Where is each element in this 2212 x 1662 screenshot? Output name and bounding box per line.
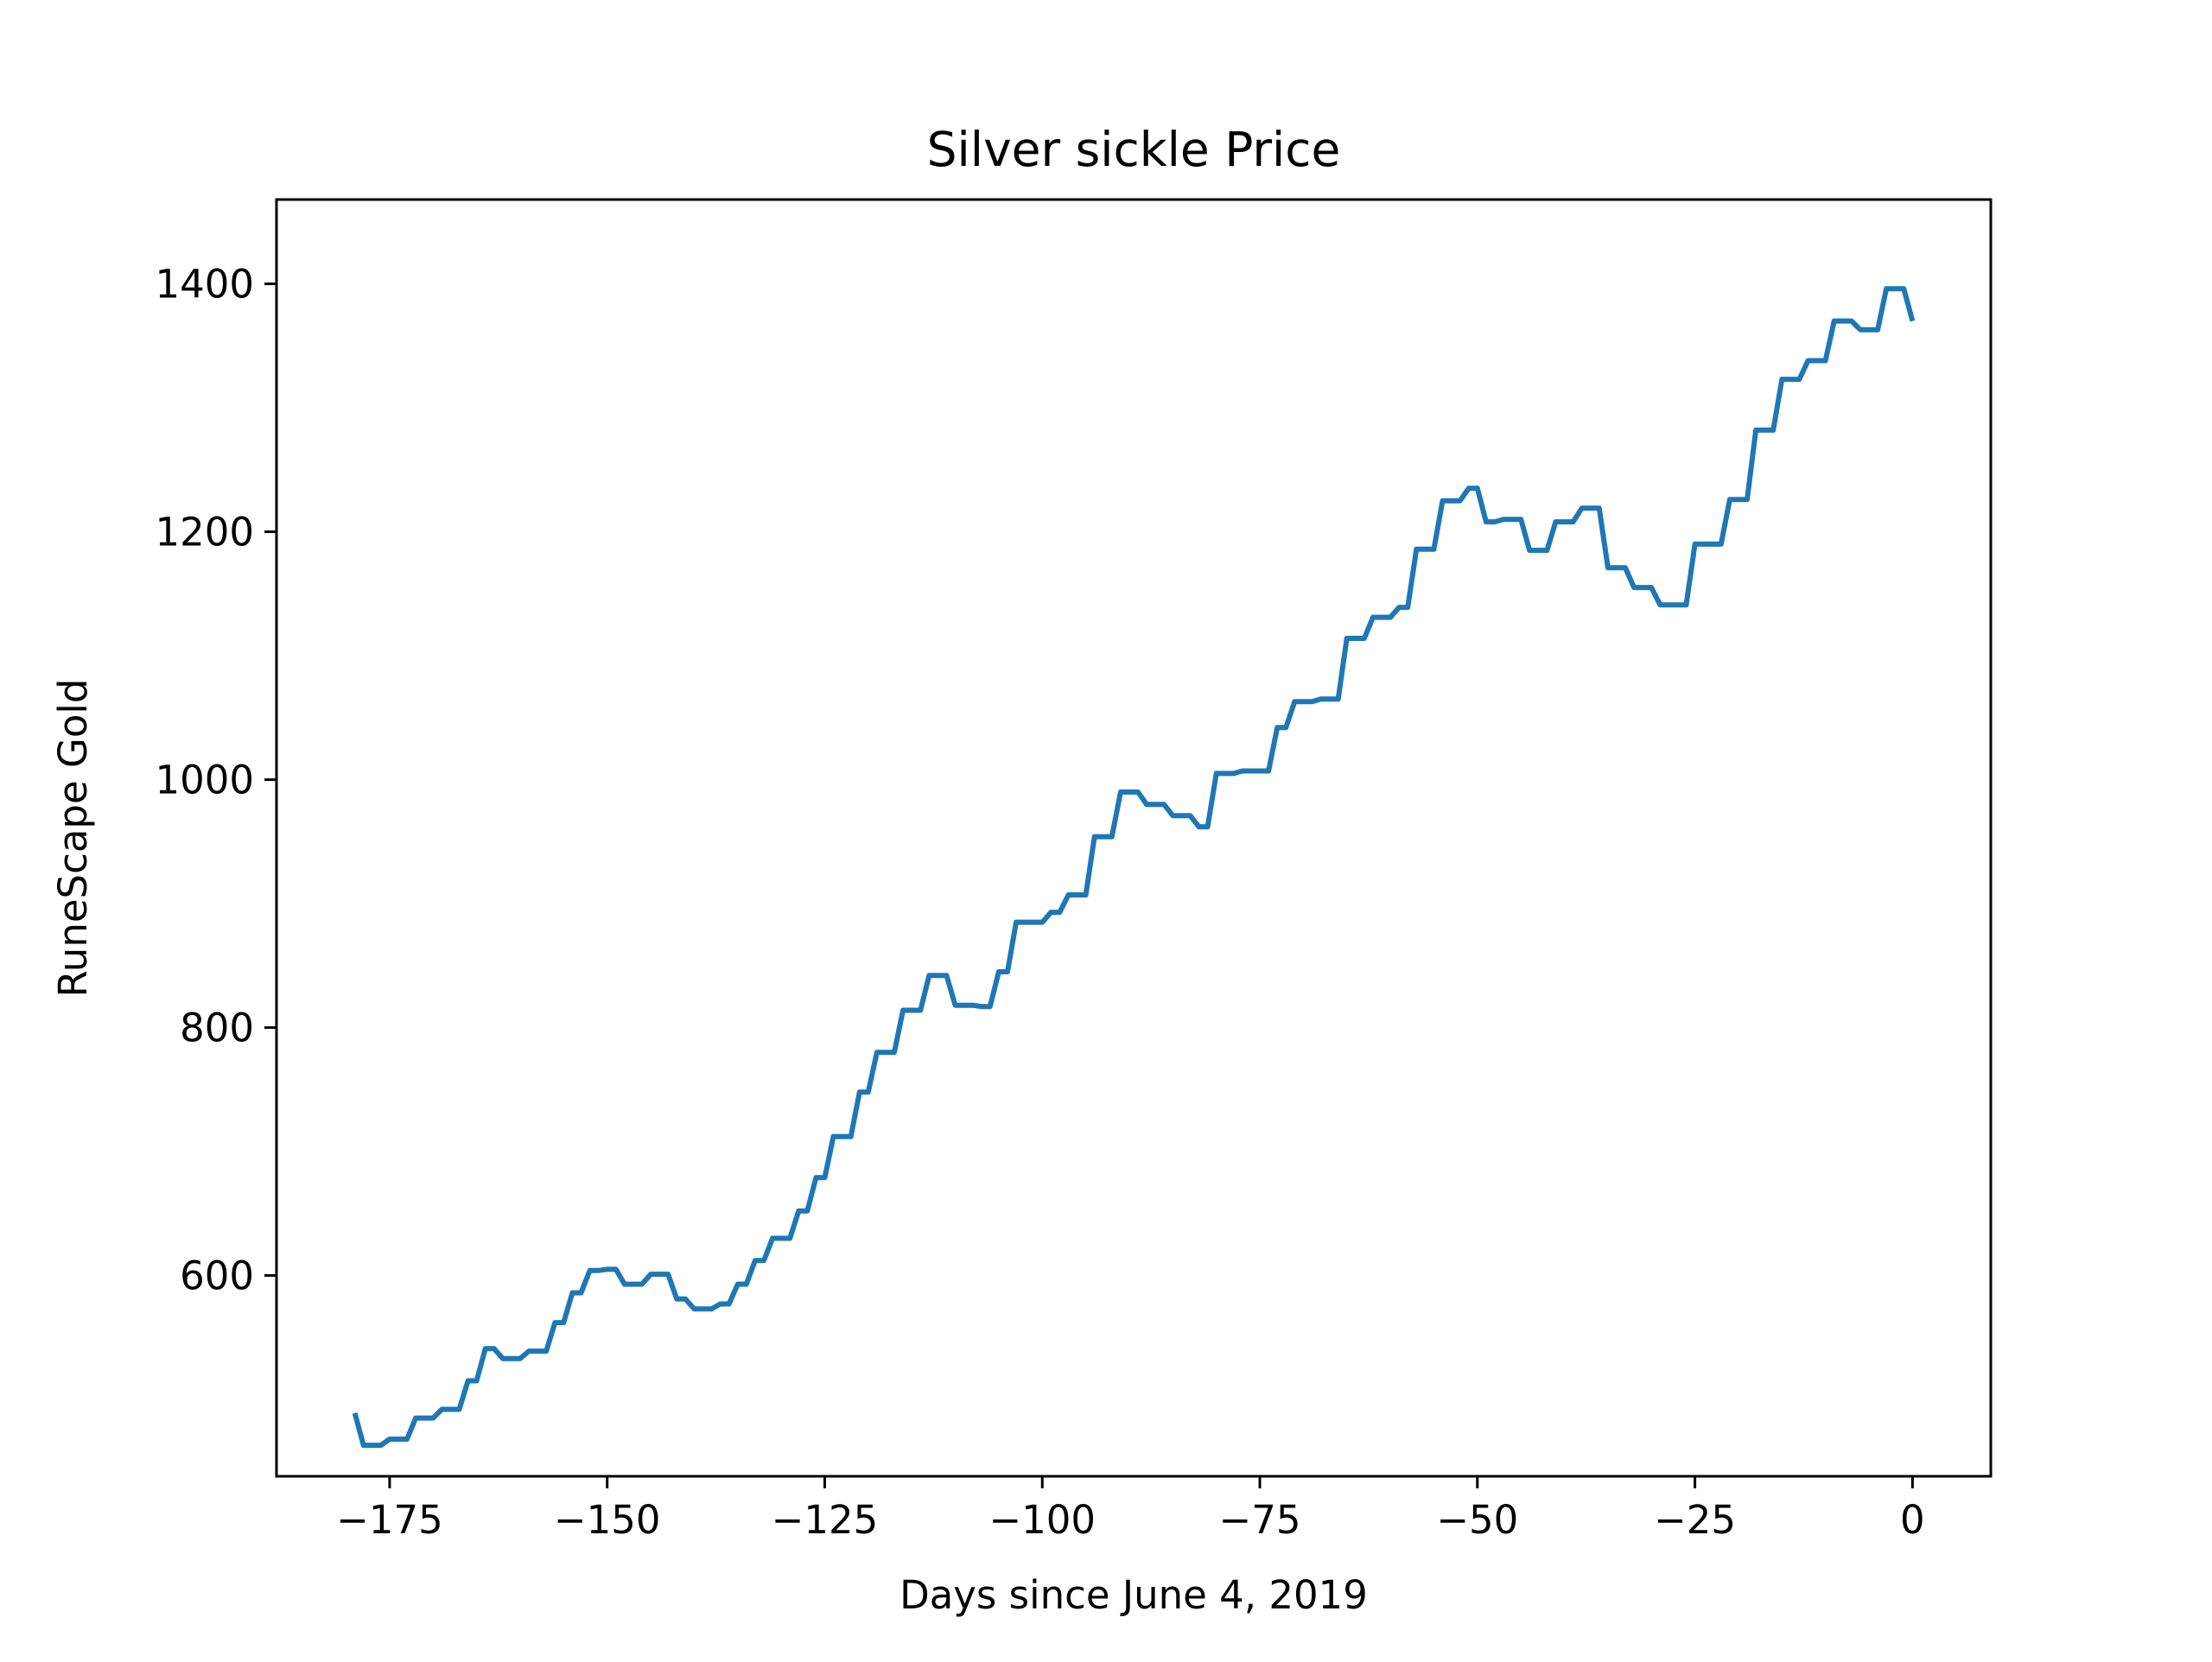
y-tick-label: 1200 — [155, 510, 254, 555]
x-axis-label: Days since June 4, 2019 — [899, 1572, 1368, 1618]
axes-frame — [275, 198, 1993, 1478]
x-tick-label: −25 — [1654, 1497, 1736, 1543]
y-tick-label: 800 — [180, 1005, 254, 1051]
y-tick-label: 1000 — [155, 758, 254, 803]
chart-title: Silver sickle Price — [927, 122, 1341, 177]
x-axis: −175 −150 −125 −100 −75 −50 −25 0 — [336, 1476, 1925, 1543]
x-tick-label: −125 — [772, 1497, 879, 1543]
x-tick-label: −175 — [336, 1497, 443, 1543]
y-tick-label: 600 — [180, 1253, 254, 1299]
y-axis-label: RuneScape Gold — [50, 679, 96, 998]
x-tick-label: −100 — [988, 1497, 1096, 1543]
x-tick-label: −150 — [554, 1497, 661, 1543]
series-line — [352, 286, 1916, 1449]
y-axis: 600 800 1000 1200 1400 — [155, 262, 276, 1299]
x-tick-label: 0 — [1900, 1497, 1925, 1543]
x-tick-label: −75 — [1219, 1497, 1301, 1543]
y-tick-label: 1400 — [155, 262, 254, 308]
x-tick-label: −50 — [1436, 1497, 1518, 1543]
plot-area — [352, 286, 1916, 1449]
